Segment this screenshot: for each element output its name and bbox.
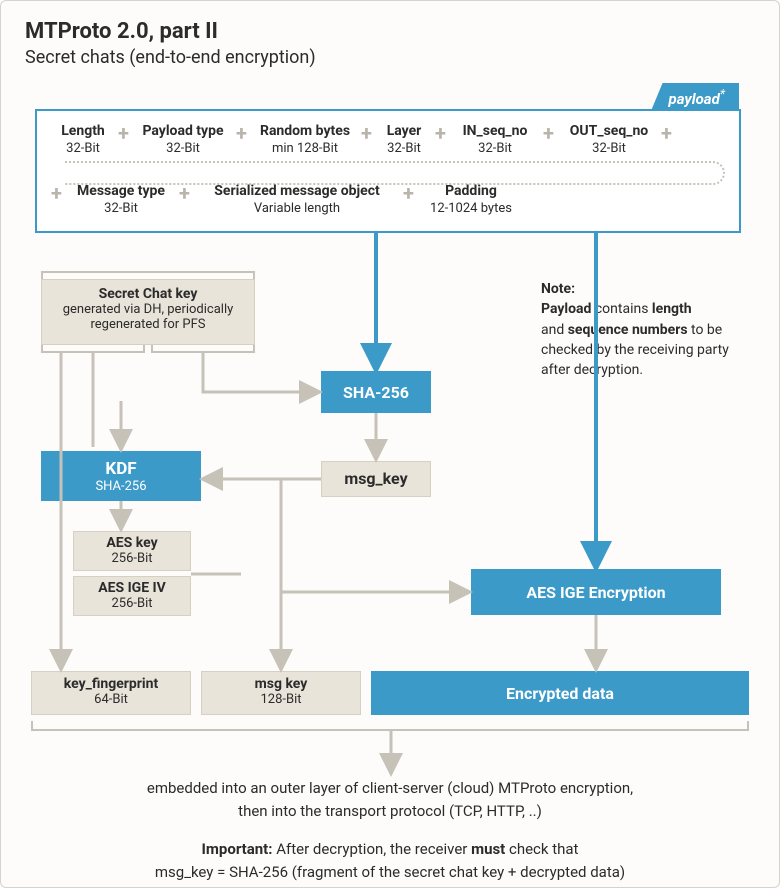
plus-icon: +	[236, 121, 247, 145]
plus-icon: +	[403, 181, 414, 205]
aes-enc-box: AES IGE Encryption	[471, 569, 721, 615]
bracket	[41, 345, 145, 353]
page-subtitle: Secret chats (end-to-end encryption)	[25, 47, 316, 68]
payload-field: OUT_seq_no32-Bit	[561, 123, 657, 156]
payload-field: Padding12-1024 bytes	[421, 183, 521, 216]
page-title: MTProto 2.0, part II	[25, 19, 218, 44]
payload-field: Payload type32-Bit	[135, 123, 231, 156]
payload-tag: payload*	[651, 83, 739, 112]
payload-field: Serialized message objectVariable length	[197, 183, 397, 216]
footer-block: embedded into an outer layer of client-s…	[1, 777, 779, 883]
bracket	[151, 345, 255, 353]
out-msg-key: msg key 128-Bit	[201, 671, 361, 715]
payload-tag-text: payload	[669, 90, 720, 108]
diagram-frame: MTProto 2.0, part II Secret chats (end-t…	[0, 0, 780, 888]
secret-key-box: Secret Chat key generated via DH, period…	[41, 279, 255, 345]
plus-icon: +	[118, 121, 129, 145]
plus-icon: +	[361, 121, 372, 145]
out-encrypted-data: Encrypted data	[371, 671, 749, 715]
aes-key-box: AES key 256-Bit	[73, 531, 191, 571]
note-block: Note: Payload contains length and sequen…	[541, 279, 751, 380]
plus-icon: +	[51, 181, 62, 205]
sha256-box: SHA-256	[321, 371, 431, 413]
plus-icon: +	[661, 121, 672, 145]
kdf-box: KDF SHA-256	[41, 451, 201, 501]
dotted-return	[65, 161, 725, 185]
bracket	[41, 271, 255, 279]
plus-icon: +	[179, 181, 190, 205]
payload-field: Random bytesmin 128-Bit	[253, 123, 357, 156]
plus-icon: +	[543, 121, 554, 145]
aes-iv-box: AES IGE IV 256-Bit	[73, 576, 191, 616]
msg-key-box: msg_key	[321, 461, 431, 497]
bracket	[31, 721, 749, 731]
plus-icon: +	[435, 121, 446, 145]
payload-field: Message type32-Bit	[69, 183, 173, 216]
payload-field: Layer32-Bit	[379, 123, 429, 156]
out-key-fingerprint: key_fingerprint 64-Bit	[31, 671, 191, 715]
payload-field: IN_seq_no32-Bit	[453, 123, 537, 156]
payload-field: Length32-Bit	[53, 123, 113, 156]
